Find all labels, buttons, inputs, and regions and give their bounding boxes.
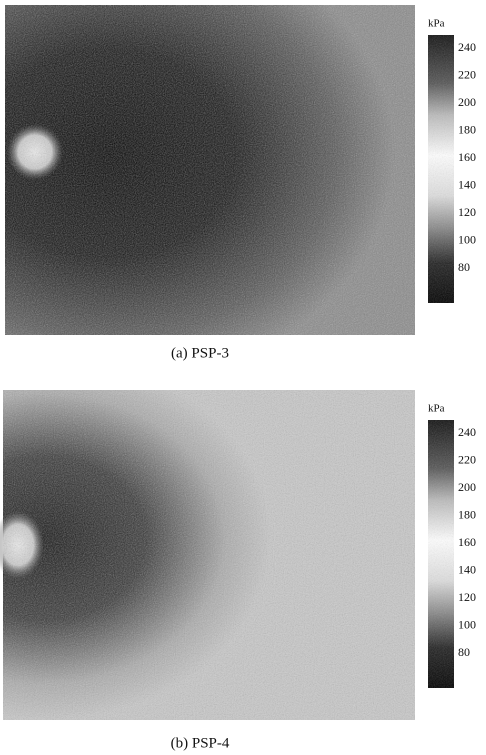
caption: (a) PSP-3 <box>171 345 229 361</box>
colorbar-tick-label: 140 <box>458 562 476 576</box>
colorbar-tick-label: 220 <box>458 452 476 466</box>
colorbar-tick-label: 240 <box>458 40 476 54</box>
colorbar-tick-label: 180 <box>458 122 476 136</box>
colorbar-unit: kPa <box>428 18 445 30</box>
colorbar-tick-label: 80 <box>458 645 470 659</box>
colorbar-tick-label: 120 <box>458 205 476 219</box>
colorbar-tick-label: 200 <box>458 480 476 494</box>
colorbar-tick-label: 160 <box>458 150 476 164</box>
colorbar-a-texture <box>428 35 454 303</box>
colorbar-tick-label: 240 <box>458 425 476 439</box>
colorbar-b-texture <box>428 420 454 688</box>
caption: (b) PSP-4 <box>171 735 230 751</box>
colorbar-tick-label: 160 <box>458 535 476 549</box>
colorbar-tick-label: 220 <box>458 67 476 81</box>
colorbar-tick-label: 100 <box>458 617 476 631</box>
colorbar-tick-label: 180 <box>458 507 476 521</box>
colorbar-tick-label: 140 <box>458 177 476 191</box>
colorbar-tick-label: 100 <box>458 232 476 246</box>
colorbar-tick-label: 200 <box>458 95 476 109</box>
colorbar-tick-label: 120 <box>458 590 476 604</box>
psp-image-b <box>0 390 415 720</box>
colorbar-unit: kPa <box>428 403 445 415</box>
psp-image-a <box>5 5 415 335</box>
colorbar-tick-label: 80 <box>458 260 470 274</box>
